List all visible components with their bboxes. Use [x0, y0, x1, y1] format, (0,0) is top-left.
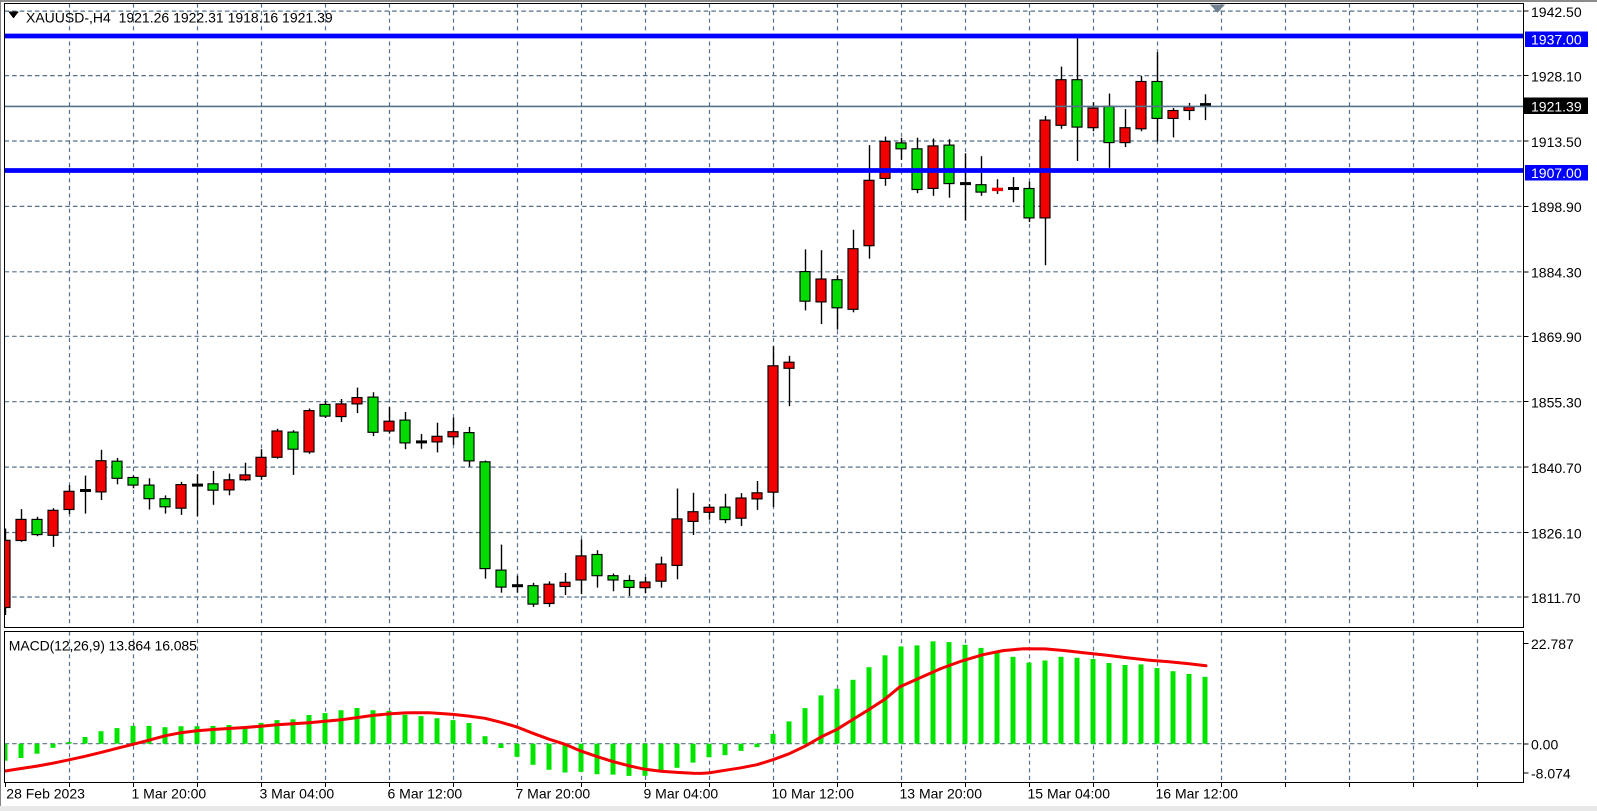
svg-text:1921.39: 1921.39 [1531, 99, 1582, 115]
svg-text:1937.00: 1937.00 [1531, 31, 1582, 47]
svg-text:16 Mar 12:00: 16 Mar 12:00 [1156, 786, 1239, 802]
svg-text:10 Mar 12:00: 10 Mar 12:00 [772, 786, 855, 802]
svg-text:1884.30: 1884.30 [1531, 265, 1582, 281]
svg-text:0.00: 0.00 [1531, 737, 1558, 753]
svg-text:1913.50: 1913.50 [1531, 134, 1582, 150]
svg-text:1898.90: 1898.90 [1531, 199, 1582, 215]
svg-text:15 Mar 04:00: 15 Mar 04:00 [1028, 786, 1111, 802]
svg-text:1840.70: 1840.70 [1531, 460, 1582, 476]
svg-text:3 Mar 04:00: 3 Mar 04:00 [260, 786, 335, 802]
svg-text:XAUUSD-,H4 1921.26 1922.31 19: XAUUSD-,H4 1921.26 1922.31 1918.16 1921.… [26, 9, 333, 25]
svg-text:13 Mar 20:00: 13 Mar 20:00 [900, 786, 983, 802]
svg-text:-8.074: -8.074 [1531, 766, 1571, 782]
svg-text:1855.30: 1855.30 [1531, 395, 1582, 411]
svg-text:1928.10: 1928.10 [1531, 68, 1582, 84]
svg-text:1869.90: 1869.90 [1531, 329, 1582, 345]
svg-text:6 Mar 12:00: 6 Mar 12:00 [388, 786, 463, 802]
svg-text:9 Mar 04:00: 9 Mar 04:00 [644, 786, 719, 802]
svg-text:1 Mar 20:00: 1 Mar 20:00 [132, 786, 207, 802]
svg-text:MACD(12,26,9) 13.864 16.085: MACD(12,26,9) 13.864 16.085 [9, 638, 197, 654]
svg-text:1942.50: 1942.50 [1531, 4, 1582, 20]
svg-text:7 Mar 20:00: 7 Mar 20:00 [516, 786, 591, 802]
svg-text:1907.00: 1907.00 [1531, 165, 1582, 181]
svg-text:1811.70: 1811.70 [1531, 590, 1581, 606]
svg-text:28 Feb 2023: 28 Feb 2023 [6, 786, 85, 802]
svg-text:1826.10: 1826.10 [1531, 525, 1582, 541]
svg-text:22.787: 22.787 [1531, 636, 1574, 652]
